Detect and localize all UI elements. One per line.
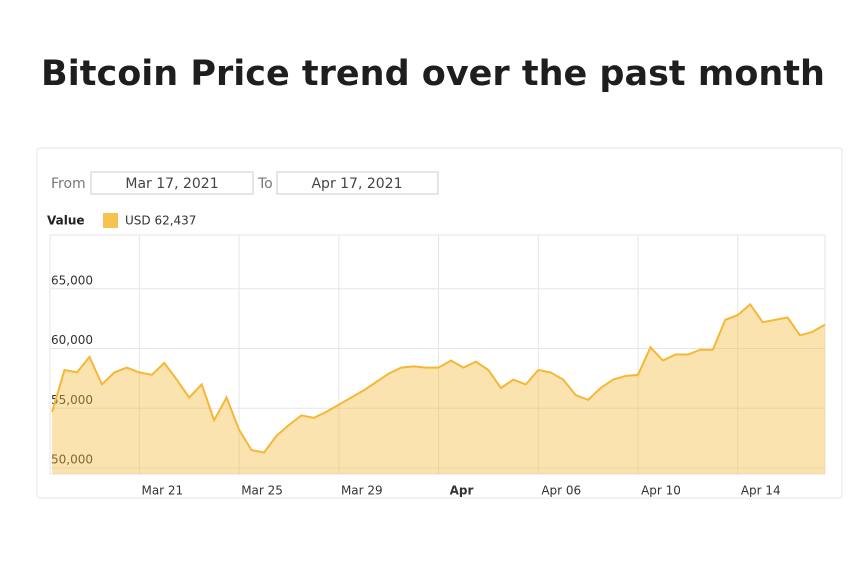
legend-value: USD 62,437	[125, 214, 196, 228]
x-tick-label: Apr 14	[741, 484, 781, 498]
y-tick-label: 50,000	[51, 453, 93, 467]
x-tick-label: Mar 25	[241, 484, 283, 498]
legend-label: Value	[47, 214, 85, 228]
x-tick-label: Mar 29	[341, 484, 383, 498]
area-fill	[52, 304, 826, 474]
x-tick-label: Apr 06	[541, 484, 581, 498]
legend-swatch	[103, 213, 118, 228]
price-line	[51, 302, 826, 454]
x-tick-label: Apr 10	[641, 484, 681, 498]
y-tick-label: 60,000	[51, 333, 93, 347]
page-title: Bitcoin Price trend over the past month	[41, 54, 825, 94]
x-tick-label: Mar 21	[141, 484, 183, 498]
to-value[interactable]: Apr 17, 2021	[311, 176, 402, 192]
x-tick-label: Apr	[450, 484, 474, 498]
from-input[interactable]	[90, 171, 254, 195]
from-label: From	[51, 176, 86, 192]
plot-frame	[49, 234, 826, 475]
to-label: To	[257, 176, 273, 192]
y-tick-label: 65,000	[51, 273, 93, 287]
from-value[interactable]: Mar 17, 2021	[125, 176, 218, 192]
y-tick-label: 55,000	[51, 393, 93, 407]
to-input[interactable]	[276, 171, 439, 195]
